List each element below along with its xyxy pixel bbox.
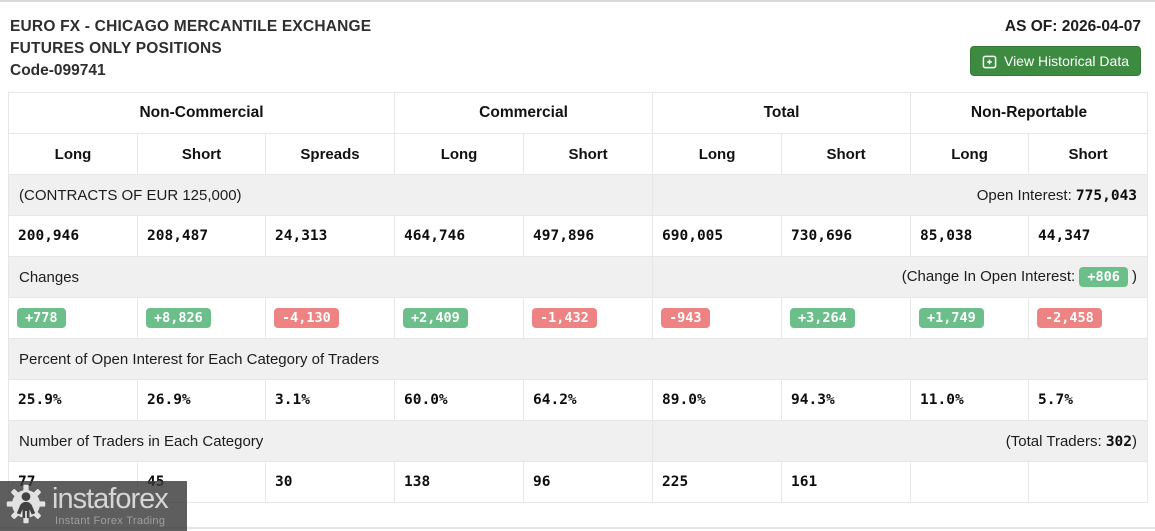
report-title-block: EURO FX - CHICAGO MERCANTILE EXCHANGE FU…	[10, 16, 1143, 82]
position-cell: 200,946	[8, 215, 138, 257]
trader-count-cell: 30	[264, 461, 396, 503]
col-header: Long	[910, 133, 1030, 175]
change-badge: -943	[661, 307, 710, 329]
traders-section-label: Number of Traders in Each Category	[7, 420, 654, 462]
view-historical-data-button[interactable]: View Historical Data	[969, 46, 1141, 76]
view-historical-data-label: View Historical Data	[1003, 53, 1129, 69]
col-header: Short	[137, 133, 266, 175]
changes-label: Changes	[7, 256, 654, 298]
change-badge: +2,409	[403, 307, 468, 329]
percent-cell: 94.3%	[781, 379, 912, 421]
change-cell: -943	[652, 297, 783, 339]
as-of-date: AS OF: 2026-04-07	[1004, 18, 1141, 35]
calendar-plus-icon	[982, 54, 997, 69]
col-header: Long	[394, 133, 525, 175]
position-cell: 85,038	[910, 215, 1030, 257]
group-header-row: Non-Commercial Commercial Total Non-Repo…	[7, 92, 1149, 134]
change-cell: +778	[8, 297, 138, 339]
group-header-commercial: Commercial	[394, 92, 654, 134]
change-badge: +778	[17, 307, 66, 329]
changes-header-row: Changes (Change In Open Interest: +806 )	[7, 256, 1149, 298]
change-in-oi-label: (Change In Open Interest:	[901, 267, 1080, 285]
position-cell: 464,746	[394, 215, 525, 257]
positions-row: 200,946 208,487 24,313 464,746 497,896 6…	[8, 215, 1149, 257]
percent-cell: 64.2%	[523, 379, 654, 421]
changes-row: +778 +8,826 -4,130 +2,409 -1,432 -943 +3…	[8, 297, 1149, 339]
contracts-open-interest-row: (CONTRACTS OF EUR 125,000) Open Interest…	[7, 174, 1149, 216]
position-cell: 24,313	[264, 215, 396, 257]
traders-header-row: Number of Traders in Each Category (Tota…	[7, 420, 1149, 462]
position-cell: 730,696	[781, 215, 912, 257]
col-header: Long	[8, 133, 138, 175]
percent-cell: 3.1%	[264, 379, 396, 421]
position-cell: 497,896	[523, 215, 654, 257]
col-header: Short	[523, 133, 654, 175]
change-in-oi-badge: +806	[1079, 266, 1128, 288]
cot-table: Non-Commercial Commercial Total Non-Repo…	[7, 92, 1149, 503]
total-traders-value: 302	[1105, 433, 1133, 450]
col-header: Long	[652, 133, 783, 175]
instaforex-gear-icon	[5, 483, 47, 530]
trader-count-cell	[1028, 461, 1149, 503]
percent-cell: 26.9%	[137, 379, 266, 421]
change-badge: +3,264	[790, 307, 855, 329]
contracts-label: (CONTRACTS OF EUR 125,000)	[7, 174, 654, 216]
open-interest-value: 775,043	[1075, 187, 1138, 204]
change-cell: +3,264	[781, 297, 912, 339]
change-cell: -4,130	[264, 297, 396, 339]
percent-cell: 11.0%	[910, 379, 1030, 421]
percent-cell: 89.0%	[652, 379, 783, 421]
trader-count-cell: 96	[523, 461, 654, 503]
col-header: Short	[1028, 133, 1149, 175]
change-cell: -1,432	[523, 297, 654, 339]
change-badge: +1,749	[919, 307, 984, 329]
col-header: Short	[781, 133, 912, 175]
open-interest-label: Open Interest:	[976, 186, 1076, 204]
change-badge: +8,826	[146, 307, 211, 329]
position-cell: 44,347	[1028, 215, 1149, 257]
percent-section-label: Percent of Open Interest for Each Catego…	[7, 338, 1149, 380]
change-badge: -4,130	[274, 307, 339, 329]
percent-cell: 25.9%	[8, 379, 138, 421]
group-header-nonreportable: Non-Reportable	[910, 92, 1149, 134]
position-cell: 208,487	[137, 215, 266, 257]
watermark-tagline: Instant Forex Trading	[55, 515, 166, 527]
percents-row: 25.9% 26.9% 3.1% 60.0% 64.2% 89.0% 94.3%…	[8, 379, 1149, 421]
group-header-noncommercial: Non-Commercial	[7, 92, 396, 134]
trader-count-cell: 161	[781, 461, 912, 503]
total-traders-suffix: )	[1132, 432, 1138, 450]
total-traders-label: (Total Traders:	[1005, 432, 1106, 450]
trader-count-cell: 138	[394, 461, 525, 503]
percent-header-row: Percent of Open Interest for Each Catego…	[7, 338, 1149, 380]
trader-count-cell	[910, 461, 1030, 503]
report-code: Code-099741	[10, 62, 106, 79]
change-badge: -2,458	[1037, 307, 1102, 329]
change-in-open-interest-cell: (Change In Open Interest: +806 )	[652, 256, 1149, 298]
page-header: EURO FX - CHICAGO MERCANTILE EXCHANGE FU…	[0, 2, 1155, 88]
header-right: AS OF: 2026-04-07 View Historical Data	[969, 18, 1141, 76]
change-badge: -1,432	[532, 307, 597, 329]
total-traders-cell: (Total Traders: 302)	[652, 420, 1149, 462]
instaforex-watermark: instaforex Instant Forex Trading	[0, 481, 187, 531]
report-title-line2: FUTURES ONLY POSITIONS	[10, 40, 222, 57]
open-interest-cell: Open Interest: 775,043	[652, 174, 1149, 216]
change-cell: +2,409	[394, 297, 525, 339]
change-cell: -2,458	[1028, 297, 1149, 339]
group-header-total: Total	[652, 92, 912, 134]
watermark-brand: instaforex	[52, 483, 169, 515]
change-cell: +1,749	[910, 297, 1030, 339]
watermark-text: instaforex Instant Forex Trading	[52, 483, 169, 527]
percent-cell: 60.0%	[394, 379, 525, 421]
col-header: Spreads	[264, 133, 396, 175]
trader-count-cell: 225	[652, 461, 783, 503]
percent-cell: 5.7%	[1028, 379, 1149, 421]
change-in-oi-suffix: )	[1127, 267, 1138, 285]
position-cell: 690,005	[652, 215, 783, 257]
change-cell: +8,826	[137, 297, 266, 339]
sub-header-row: Long Short Spreads Long Short Long Short…	[8, 133, 1149, 175]
report-title-line1: EURO FX - CHICAGO MERCANTILE EXCHANGE	[10, 18, 372, 35]
